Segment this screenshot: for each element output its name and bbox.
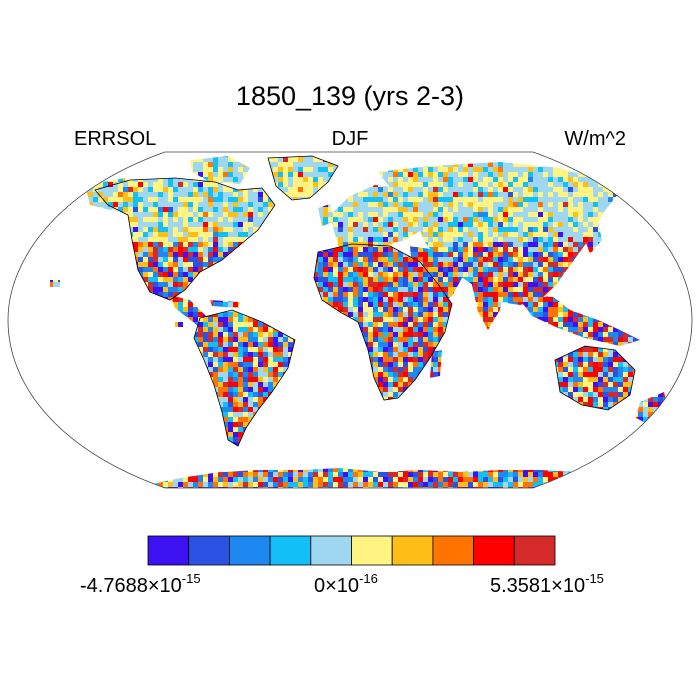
colorbar-swatch xyxy=(432,535,474,566)
colorbar-max-label: 5.3581×10-15 xyxy=(490,571,604,597)
coastlines xyxy=(94,155,636,447)
colorbar-swatch xyxy=(513,535,556,566)
colorbar-swatch xyxy=(228,535,271,566)
units-label: W/m^2 xyxy=(564,128,626,150)
colorbar-swatch xyxy=(269,535,312,566)
colorbar-swatch xyxy=(188,535,230,566)
colorbar-swatch xyxy=(147,535,190,566)
colorbar-swatch xyxy=(391,535,434,566)
colorbar-swatch xyxy=(473,535,515,566)
colorbar-swatch xyxy=(310,535,352,566)
variable-label: ERRSOL xyxy=(74,128,157,150)
colorbar xyxy=(147,535,556,566)
season-label: DJF xyxy=(331,128,369,150)
land-data-cells xyxy=(50,156,668,488)
colorbar-swatch xyxy=(351,535,393,566)
map-boundary xyxy=(7,151,693,489)
colorbar-mid-label: 0×10-16 xyxy=(314,571,378,597)
colorbar-min-label: -4.7688×10-15 xyxy=(80,571,201,597)
plot-title: 1850_139 (yrs 2-3) xyxy=(235,81,465,111)
